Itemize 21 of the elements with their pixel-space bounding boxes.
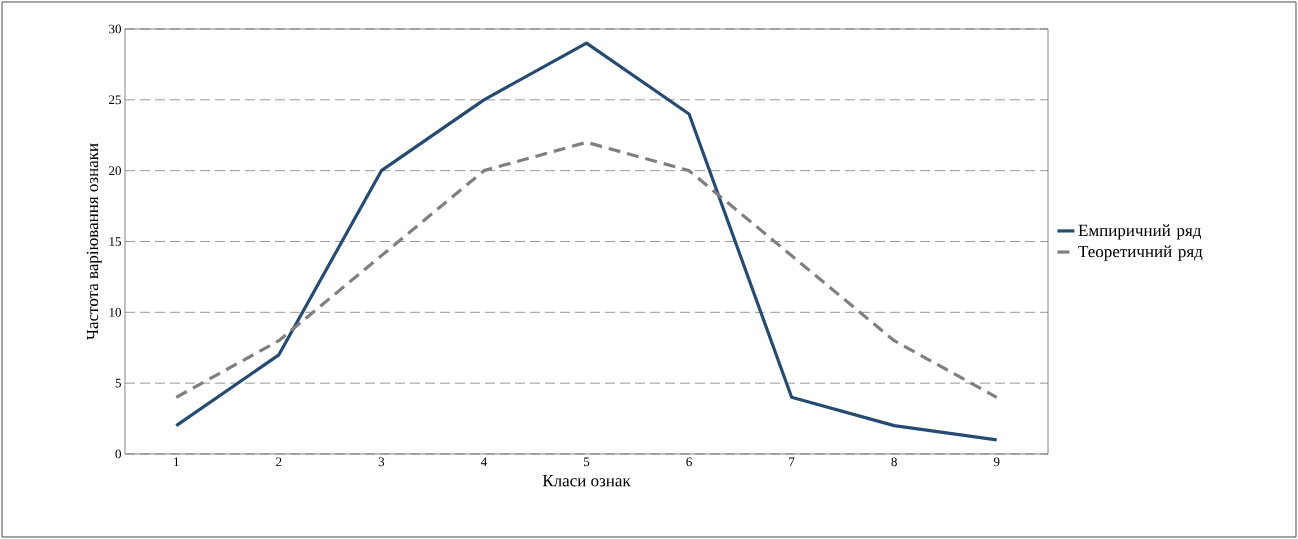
y-tick-label: 5 xyxy=(115,378,121,388)
x-tick-label: 6 xyxy=(686,457,692,467)
x-tick-label: 8 xyxy=(891,457,897,467)
x-tick-label: 3 xyxy=(378,457,385,467)
line-series xyxy=(174,41,999,442)
y-tick-label: 0 xyxy=(115,449,121,459)
x-tick-label: 5 xyxy=(584,457,590,467)
y-tick-label: 20 xyxy=(109,166,121,176)
x-tick-label: 9 xyxy=(993,457,1000,467)
x-tick-label: 1 xyxy=(174,457,179,467)
x-axis-title: Класи ознак xyxy=(542,475,631,487)
y-tick-label: 30 xyxy=(109,24,121,34)
legend-label: Теоретичний ряд xyxy=(1078,245,1203,261)
y-axis-title: Частота варіювання ознаки xyxy=(86,143,102,340)
legend-label: Емпиричний ряд xyxy=(1078,224,1202,240)
y-tick-label: 10 xyxy=(109,307,121,317)
y-tick-label: 15 xyxy=(109,237,121,246)
x-tick-label: 2 xyxy=(276,457,282,467)
x-tick-label: 7 xyxy=(789,457,795,467)
x-tick-label: 4 xyxy=(480,457,487,467)
y-tick-label: 25 xyxy=(109,95,121,105)
